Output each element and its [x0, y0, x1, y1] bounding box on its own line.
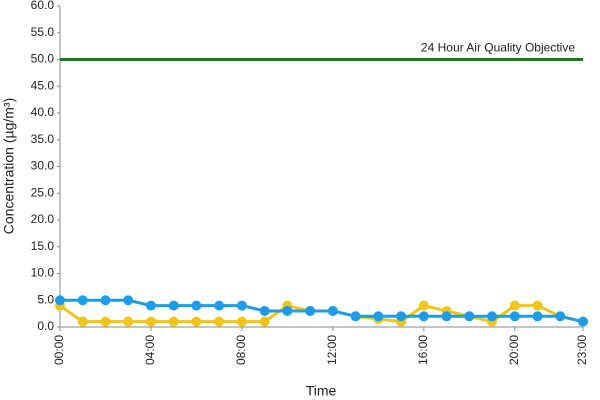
- y-tick-label: 5.0: [37, 292, 54, 306]
- data-point: [145, 300, 156, 311]
- data-point: [418, 311, 429, 322]
- data-point: [214, 316, 225, 327]
- data-point: [236, 300, 247, 311]
- series-line: [59, 304, 584, 324]
- y-tick-label: 20.0: [31, 212, 55, 226]
- data-point: [373, 311, 384, 322]
- data-point: [259, 305, 270, 316]
- x-tick-label: 08:00: [234, 335, 248, 365]
- data-point: [236, 316, 247, 327]
- y-tick-label: 55.0: [31, 25, 55, 39]
- y-tick-label: 0.0: [37, 319, 54, 333]
- y-tick-label: 40.0: [31, 105, 55, 119]
- data-point: [578, 316, 588, 327]
- data-point: [487, 311, 498, 322]
- series-line: [60, 298, 584, 324]
- data-point: [55, 295, 65, 306]
- data-point: [168, 316, 179, 327]
- x-tick-label: 23:00: [575, 335, 589, 365]
- data-point: [350, 311, 361, 322]
- data-point: [282, 305, 293, 316]
- y-tick-label: 30.0: [31, 159, 55, 173]
- data-point: [123, 295, 134, 306]
- y-tick-label: 50.0: [31, 52, 55, 66]
- data-point: [259, 316, 270, 327]
- data-point: [214, 300, 225, 311]
- data-point: [509, 311, 520, 322]
- data-point: [168, 300, 179, 311]
- data-point: [464, 311, 475, 322]
- data-point: [305, 305, 316, 316]
- data-point: [100, 316, 111, 327]
- y-tick-label: 10.0: [31, 266, 55, 280]
- x-tick-label: 00:00: [52, 335, 66, 365]
- data-point: [555, 311, 566, 322]
- data-point: [509, 300, 520, 311]
- data-point: [77, 295, 88, 306]
- data-point: [532, 311, 543, 322]
- data-point: [396, 311, 407, 322]
- y-tick-label: 45.0: [31, 78, 55, 92]
- data-point: [327, 305, 338, 316]
- x-axis-title: Time: [306, 383, 337, 399]
- data-point: [191, 300, 202, 311]
- data-point: [77, 316, 88, 327]
- y-tick-label: 35.0: [31, 132, 55, 146]
- y-axis-title: Concentration (µg/m³): [1, 98, 17, 234]
- x-tick-label: 20:00: [507, 335, 521, 365]
- data-point: [145, 316, 156, 327]
- x-tick-label: 04:00: [143, 335, 157, 365]
- data-point: [123, 316, 134, 327]
- data-point: [441, 311, 452, 322]
- data-point: [532, 300, 543, 311]
- y-tick-label: 60.0: [31, 0, 55, 12]
- data-point: [191, 316, 202, 327]
- y-tick-label: 25.0: [31, 185, 55, 199]
- x-tick-label: 16:00: [416, 335, 430, 365]
- reference-label: 24 Hour Air Quality Objective: [421, 41, 575, 55]
- x-tick-label: 12:00: [325, 335, 339, 365]
- data-point: [418, 300, 429, 311]
- data-point: [100, 295, 111, 306]
- y-tick-label: 15.0: [31, 239, 55, 253]
